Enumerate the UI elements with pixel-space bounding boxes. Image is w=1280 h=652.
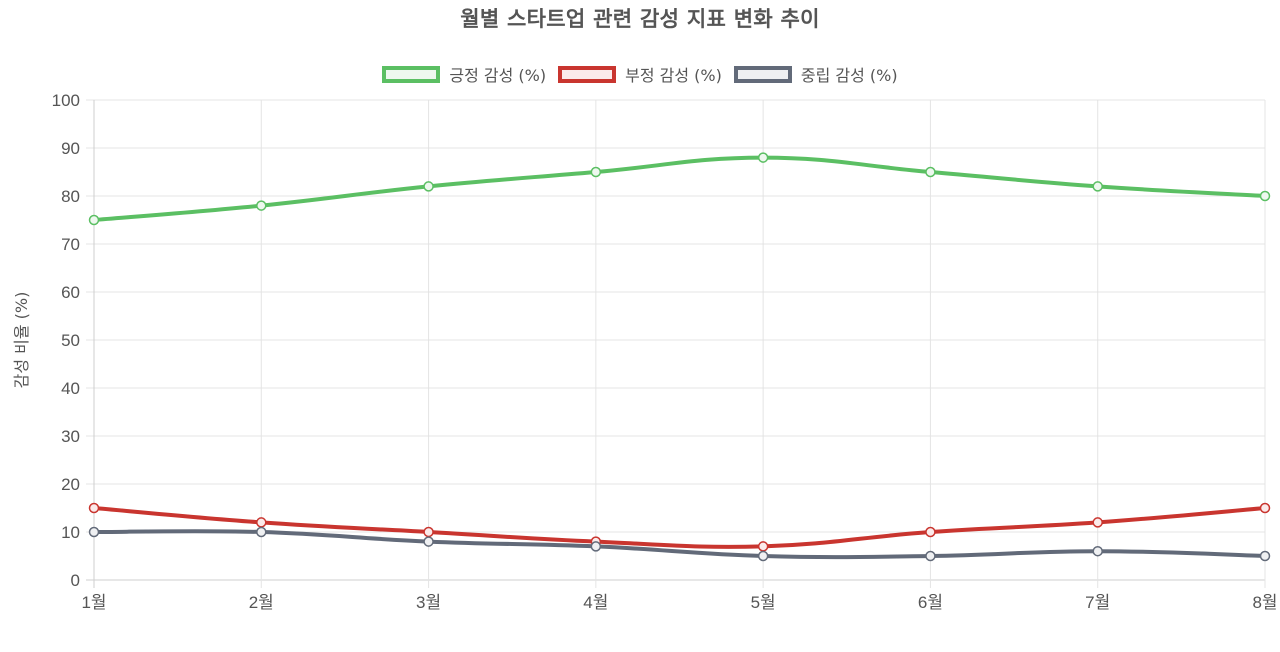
series-neutral: [88, 526, 1271, 562]
series-line: [92, 506, 1267, 549]
data-point[interactable]: [925, 526, 936, 538]
y-tick-label: 30: [61, 427, 80, 446]
x-tick-label: 4월: [583, 593, 608, 612]
y-tick-label: 10: [61, 523, 80, 542]
data-point[interactable]: [925, 550, 936, 562]
x-tick-label: 5월: [751, 593, 776, 612]
x-tick-label: 8월: [1252, 593, 1277, 612]
data-point[interactable]: [1259, 550, 1271, 562]
data-point[interactable]: [590, 166, 602, 178]
data-point[interactable]: [88, 502, 100, 514]
legend-item-positive[interactable]: 긍정 감성 (%): [382, 62, 546, 86]
data-point[interactable]: [256, 526, 267, 538]
series-line: [92, 155, 1267, 222]
x-tick-label: 7월: [1085, 593, 1110, 612]
series-line: [92, 529, 1267, 560]
data-point[interactable]: [757, 152, 769, 163]
legend-label-negative: 부정 감성 (%): [625, 66, 722, 85]
y-tick-label: 90: [61, 139, 80, 158]
legend-item-negative[interactable]: 부정 감성 (%): [558, 62, 722, 86]
y-tick-label: 60: [61, 283, 80, 302]
data-point[interactable]: [423, 526, 434, 538]
data-point[interactable]: [1092, 517, 1103, 528]
data-point[interactable]: [88, 526, 100, 538]
series-negative: [88, 502, 1271, 552]
legend-item-neutral[interactable]: 중립 감성 (%): [733, 62, 898, 86]
legend-label-positive: 긍정 감성 (%): [449, 66, 547, 85]
data-point[interactable]: [256, 517, 267, 528]
data-point[interactable]: [590, 541, 602, 552]
series-positive: [88, 152, 1271, 226]
data-point[interactable]: [1259, 190, 1271, 202]
x-tick-label: 6월: [918, 593, 943, 612]
data-point[interactable]: [1259, 502, 1271, 514]
x-axis-ticks: 1월 2월 3월 4월 5월 6월 7월 8월: [81, 593, 1277, 612]
y-tick-label: 0: [71, 571, 80, 590]
chart-title: 월별 스타트업 관련 감성 지표 변화 추이: [460, 7, 820, 31]
x-tick-label: 2월: [249, 593, 274, 612]
data-point[interactable]: [423, 181, 434, 192]
y-tick-label: 70: [61, 235, 80, 254]
data-point[interactable]: [423, 536, 434, 547]
y-axis-ticks: 0 10 20 30 40 50 60 70 80 90 100: [52, 91, 80, 590]
y-tick-label: 80: [61, 187, 80, 206]
chart-legend: 긍정 감성 (%) 부정 감성 (%) 중립 감성 (%): [0, 62, 1280, 86]
x-tick-label: 3월: [416, 593, 441, 612]
data-point[interactable]: [925, 166, 936, 178]
legend-swatch-positive: [382, 65, 441, 83]
x-tick-label: 1월: [81, 593, 106, 612]
y-tick-label: 100: [52, 91, 80, 110]
legend-label-neutral: 중립 감성 (%): [800, 66, 898, 85]
data-series: [88, 152, 1271, 562]
y-tick-label: 40: [61, 379, 80, 398]
data-point[interactable]: [88, 214, 100, 226]
data-point[interactable]: [1092, 545, 1103, 557]
y-tick-label: 50: [61, 331, 80, 350]
grid-lines: [86, 99, 1266, 588]
y-axis-title: 감성 비율 (%): [12, 292, 31, 389]
y-tick-label: 20: [61, 475, 80, 494]
data-point[interactable]: [256, 200, 267, 211]
data-point[interactable]: [757, 550, 769, 562]
data-point[interactable]: [1092, 181, 1103, 192]
legend-swatch-negative: [558, 65, 617, 83]
data-point[interactable]: [757, 541, 769, 552]
legend-swatch-neutral: [733, 65, 792, 83]
